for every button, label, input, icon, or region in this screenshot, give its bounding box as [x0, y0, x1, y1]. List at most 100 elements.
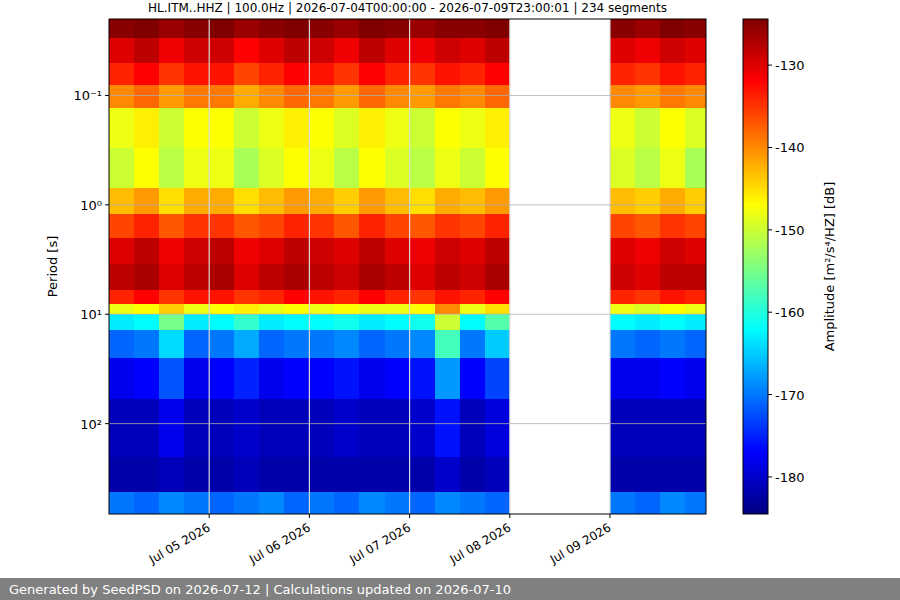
cell	[635, 492, 660, 514]
cell	[435, 330, 460, 358]
cell	[184, 238, 209, 265]
cell	[359, 85, 384, 108]
cell	[284, 264, 309, 290]
cell	[485, 214, 510, 239]
cell	[309, 238, 334, 265]
cell	[685, 290, 706, 304]
cell	[284, 457, 309, 493]
cell	[460, 304, 485, 315]
cell	[234, 492, 259, 514]
cell	[385, 399, 410, 457]
cell	[234, 457, 259, 493]
cell	[134, 399, 159, 457]
cell	[234, 108, 259, 148]
cell	[334, 19, 359, 39]
cell	[109, 108, 134, 148]
cell	[159, 304, 184, 315]
cell	[184, 358, 209, 400]
cell	[685, 314, 706, 330]
x-tick-label: Jul 05 2026	[146, 520, 213, 567]
cell	[435, 188, 460, 214]
cell	[334, 330, 359, 358]
cell	[460, 492, 485, 514]
cell	[184, 399, 209, 457]
plot-frame	[109, 19, 706, 514]
grid-line	[109, 314, 706, 315]
cell	[284, 19, 309, 39]
grid-line	[609, 19, 610, 514]
cell	[460, 457, 485, 493]
cell	[109, 85, 134, 108]
cell	[184, 148, 209, 189]
cell	[109, 19, 134, 39]
cell	[435, 85, 460, 108]
cell	[159, 290, 184, 304]
cell	[234, 85, 259, 108]
cell	[334, 314, 359, 330]
cell	[685, 330, 706, 358]
cell	[385, 304, 410, 315]
cell	[610, 108, 635, 148]
cell	[460, 63, 485, 86]
y-tick-label: 10⁰	[80, 198, 102, 213]
x-tick	[309, 514, 310, 518]
cell	[109, 238, 134, 265]
cell	[660, 399, 685, 457]
cell	[685, 63, 706, 86]
cell	[685, 38, 706, 63]
cell	[109, 214, 134, 239]
cell	[159, 108, 184, 148]
cell	[209, 19, 234, 39]
cell	[610, 214, 635, 239]
cell	[660, 108, 685, 148]
cell	[309, 290, 334, 304]
cell	[410, 19, 435, 39]
cell	[284, 38, 309, 63]
footer-bar	[0, 578, 900, 600]
cell	[134, 358, 159, 400]
cell	[159, 148, 184, 189]
cell	[259, 330, 284, 358]
cell	[385, 492, 410, 514]
cell	[209, 264, 234, 290]
cell	[234, 38, 259, 63]
cell	[309, 108, 334, 148]
cell	[234, 304, 259, 315]
cell	[184, 188, 209, 214]
cell	[159, 19, 184, 39]
cell	[284, 108, 309, 148]
cell	[259, 304, 284, 315]
cell	[134, 63, 159, 86]
y-tick-label: 10²	[80, 417, 102, 432]
cell	[660, 38, 685, 63]
colorbar-frame	[743, 19, 768, 514]
cell	[635, 214, 660, 239]
grid-line	[109, 423, 706, 424]
cell	[359, 188, 384, 214]
grid-line	[209, 19, 210, 514]
cell	[184, 304, 209, 315]
cell	[410, 358, 435, 400]
cell	[359, 148, 384, 189]
cell	[485, 358, 510, 400]
colorbar-tick-label: -180	[775, 470, 805, 485]
cell	[410, 85, 435, 108]
cell	[309, 214, 334, 239]
cell	[159, 399, 184, 457]
cell	[610, 38, 635, 63]
cell	[485, 492, 510, 514]
cell	[134, 457, 159, 493]
cell	[410, 214, 435, 239]
cell	[359, 314, 384, 330]
x-tick-label: Jul 07 2026	[346, 520, 413, 567]
cell	[635, 457, 660, 493]
cell	[610, 188, 635, 214]
cell	[435, 492, 460, 514]
cell	[460, 238, 485, 265]
cell	[685, 264, 706, 290]
cell	[309, 148, 334, 189]
cell	[410, 188, 435, 214]
cell	[485, 399, 510, 457]
cell	[610, 358, 635, 400]
x-tick	[509, 514, 510, 518]
